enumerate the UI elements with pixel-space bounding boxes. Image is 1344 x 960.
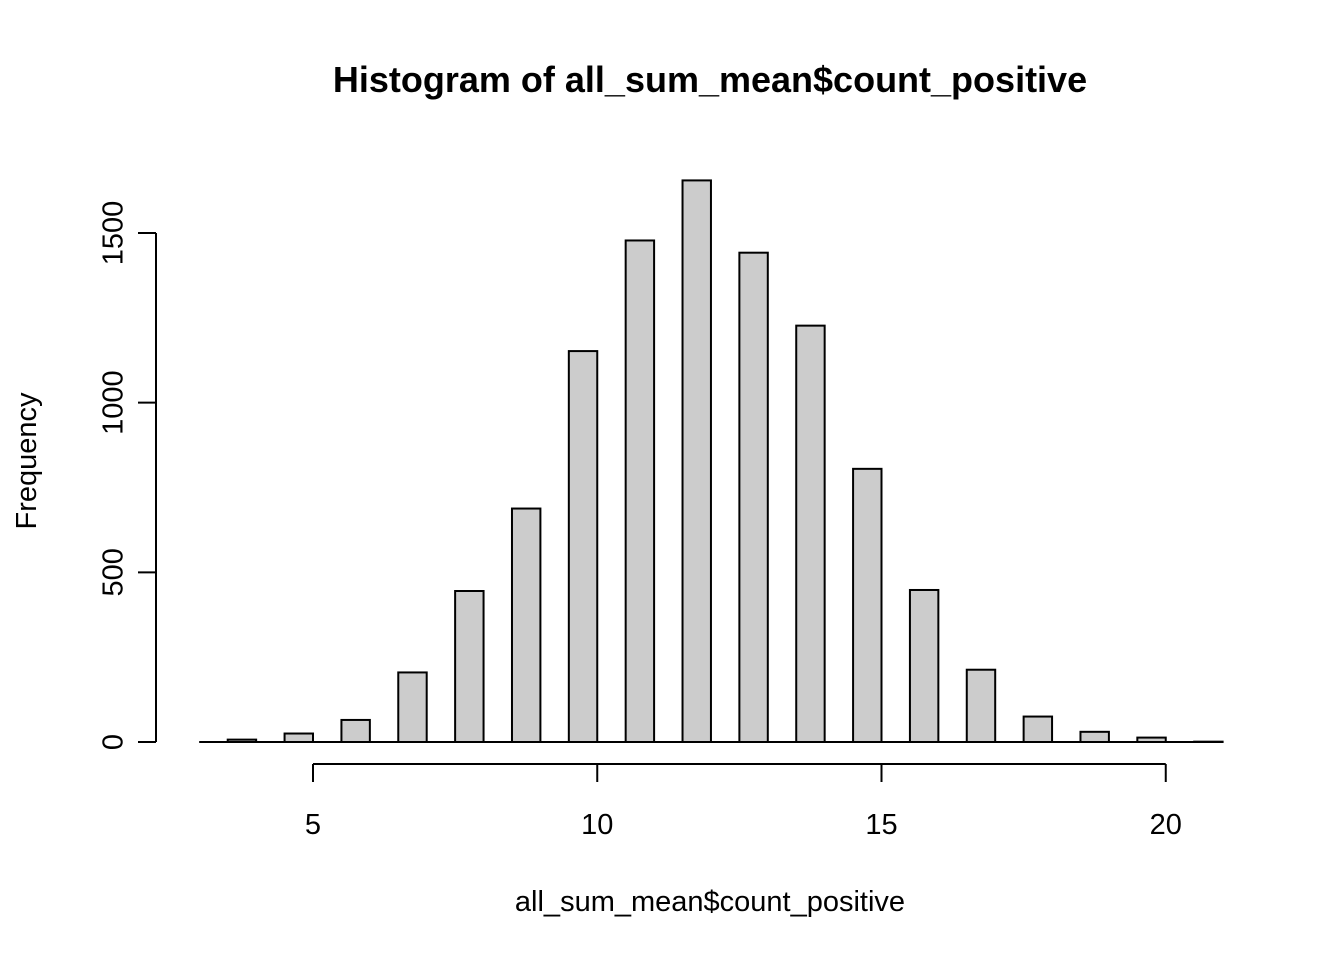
x-tick-label-20: 20 <box>1150 809 1182 841</box>
y-tick-label-1000: 1000 <box>97 370 129 435</box>
histogram-bar-15 <box>1022 715 1054 743</box>
x-tick-label-5: 5 <box>305 809 321 841</box>
y-tick-label-1500: 1500 <box>97 201 129 266</box>
histogram-bar-3 <box>340 718 371 744</box>
histogram-bar-6 <box>510 507 542 744</box>
x-axis: 5 10 15 20 <box>305 763 1182 841</box>
bars-group <box>199 179 1224 744</box>
histogram-bar-12 <box>852 467 883 743</box>
histogram-bar-2 <box>283 732 315 744</box>
histogram-bar-8 <box>624 239 656 743</box>
x-tick-label-15: 15 <box>865 809 897 841</box>
histogram-bar-7 <box>567 350 599 743</box>
histogram-bar-9 <box>681 179 712 744</box>
histogram-bar-16 <box>1079 730 1110 744</box>
histogram-bar-5 <box>454 590 485 743</box>
y-axis-label: Frequency <box>11 392 43 530</box>
y-tick-label-500: 500 <box>97 548 129 596</box>
x-tick-label-10: 10 <box>581 809 613 841</box>
y-tick-label-0: 0 <box>97 734 129 750</box>
histogram-bar-11 <box>795 324 826 743</box>
histogram-bar-13 <box>908 588 940 743</box>
y-axis: 0 500 1000 1500 <box>97 201 157 750</box>
histogram-bar-14 <box>965 668 997 743</box>
chart-title: Histogram of all_sum_mean$count_positive <box>333 59 1087 100</box>
histogram-bar-10 <box>738 251 769 743</box>
histogram-bar-4 <box>397 671 428 743</box>
x-axis-label: all_sum_mean$count_positive <box>515 886 905 918</box>
